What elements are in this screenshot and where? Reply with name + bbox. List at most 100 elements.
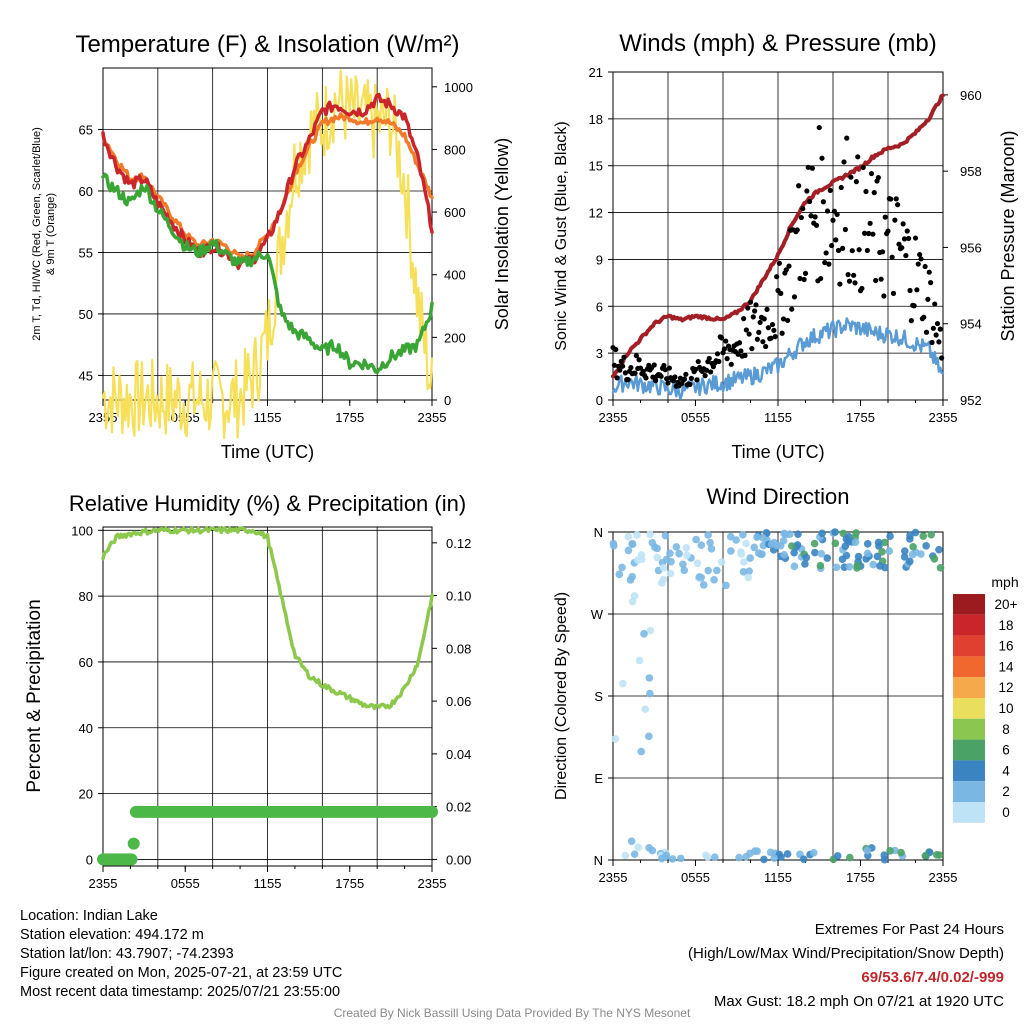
direction-point [935,851,944,859]
y-right-tick-label: 960 [960,88,982,103]
gust-point [672,374,678,380]
y-right-tick-label: 0.00 [446,852,471,867]
gust-point [921,314,927,320]
y-left-tick-label: 15 [589,159,603,174]
gust-point [738,348,744,354]
y-right-tick-label: 0 [444,393,451,408]
gust-point [741,316,747,322]
direction-point [732,536,740,544]
direction-point [790,562,799,571]
direction-point [679,560,687,569]
legend-label: 18 [998,618,1013,633]
direction-point [863,846,872,855]
gust-point [665,380,671,386]
legend-swatch [953,635,985,657]
direction-point [779,537,788,545]
y-left-axis-label: Percent & Precipitation [24,599,45,792]
gust-point [929,339,935,346]
gust-point [907,287,913,294]
y-left-tick-label: 9 [596,252,603,267]
direction-point [754,549,763,557]
direction-point [722,581,730,590]
gust-point [853,179,859,185]
direction-point [645,674,654,682]
gust-point [801,276,807,283]
direction-point [831,539,840,548]
x-tick-label: 0555 [681,410,710,425]
y-right-tick-label: 0.12 [446,536,471,551]
gust-point [904,228,910,234]
y-right-tick-label: 600 [444,205,466,220]
legend-swatch [953,802,985,823]
gust-point [879,249,886,255]
gust-point [807,198,813,205]
gust-point [618,358,624,364]
gust-point [703,367,710,373]
direction-point [726,532,735,541]
chart-title: Relative Humidity (%) & Precipitation (i… [69,491,466,516]
y-right-tick-label: 400 [444,268,466,283]
gust-point [742,352,748,359]
gust-point [666,365,672,371]
x-tick-label: 0555 [681,870,710,885]
direction-point [886,532,894,541]
gust-point [888,196,894,202]
direction-point [645,732,653,741]
direction-point [788,542,796,550]
gust-point [743,327,749,333]
y-left-tick-label: 0 [86,852,93,867]
direction-point [610,542,618,550]
gust-point [754,336,760,342]
gust-point [816,124,822,131]
direction-point [640,630,648,638]
direction-point [737,548,745,556]
gust-point [845,271,851,278]
direction-point [780,529,788,538]
series-line-sonic-wind [611,317,945,400]
x-tick-label: 2355 [418,410,447,425]
direction-point [666,549,674,558]
gust-point [746,331,752,337]
x-tick-label: 2355 [929,870,958,885]
y-right-tick-label: 0.02 [446,800,471,815]
gust-point [786,263,792,269]
gust-point [896,241,902,247]
direction-point [699,581,708,589]
direction-point [838,555,847,564]
y-right-tick-label: 0.08 [446,641,471,656]
direction-point [742,539,750,548]
gust-point [756,329,762,335]
gust-point [848,174,854,180]
gust-point [785,317,791,324]
y-left-tick-label: 20 [79,787,93,802]
direction-point [637,747,646,756]
x-tick-label: 1755 [846,410,875,425]
direction-point [927,530,936,539]
gust-point [695,358,701,365]
y-left-axis-label: 2m T, Td, HI/WC (Red, Green, Scarlet/Blu… [31,127,43,341]
gust-point [899,245,905,251]
x-tick-label: 2355 [929,410,958,425]
gust-point [750,314,756,320]
direction-point [627,837,636,846]
direction-point [922,542,930,550]
direction-point [668,855,677,863]
direction-point [646,626,655,635]
direction-point [921,852,930,860]
gust-point [860,164,866,170]
gust-point [829,242,835,249]
direction-point [707,545,716,553]
gust-point [658,373,664,379]
direction-point [692,535,700,544]
direction-point [853,562,861,570]
x-tick-label: 1155 [254,410,282,425]
gust-point [620,363,626,369]
gust-point [728,361,734,367]
gust-point [922,263,928,270]
direction-point [869,560,878,569]
gust-point [621,354,627,360]
gust-point [878,276,884,282]
y-left-axis-label: Sonic Wind & Gust (Blue, Black) [553,121,570,350]
gust-point [706,355,712,362]
